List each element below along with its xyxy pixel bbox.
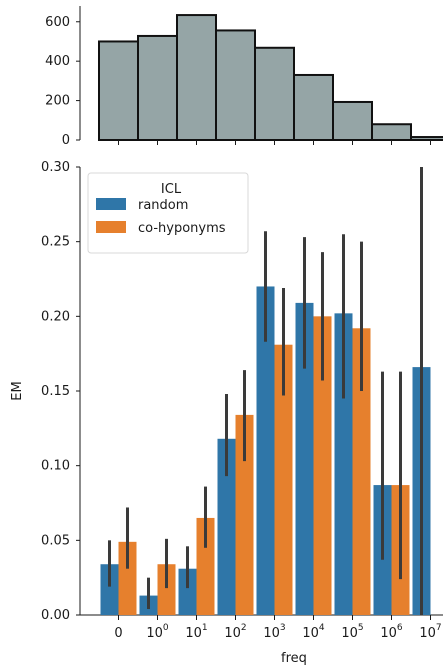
co-hyponyms-bar — [313, 316, 332, 615]
x-axis-label: freq — [281, 651, 307, 666]
random-bar — [100, 564, 119, 615]
histogram-bar — [137, 34, 178, 141]
y-tick-label: 0.00 — [41, 608, 70, 623]
x-tick-label: 100 — [146, 623, 169, 641]
legend-label-random: random — [138, 198, 188, 213]
legend-swatch-random — [96, 198, 126, 210]
random-bar — [256, 286, 275, 615]
x-tick-label: 106 — [380, 623, 403, 641]
y-tick-label: 0.10 — [41, 459, 70, 474]
co-hyponyms-bar — [196, 517, 215, 615]
top-y-tick-label: 400 — [45, 54, 70, 69]
x-tick-label: 104 — [302, 623, 325, 641]
co-hyponyms-bar — [235, 414, 254, 615]
y-tick-label: 0.15 — [41, 384, 70, 399]
x-tick-label: 0 — [114, 626, 122, 641]
co-hyponyms-bar — [118, 541, 137, 615]
y-tick-label: 0.25 — [41, 235, 70, 250]
x-tick-label: 105 — [341, 623, 363, 641]
top-y-tick-label: 200 — [45, 94, 70, 109]
histogram-bar — [410, 136, 443, 141]
y-tick-label: 0.30 — [41, 160, 70, 175]
legend-title: ICL — [161, 182, 182, 197]
top-y-tick-label: 600 — [45, 15, 70, 30]
co-hyponyms-bar — [352, 328, 371, 615]
random-bar — [178, 568, 197, 615]
histogram-bar — [215, 29, 256, 141]
co-hyponyms-bar — [157, 564, 176, 615]
histogram-bar — [371, 123, 412, 141]
histogram-bar — [332, 100, 373, 141]
x-tick-label: 107 — [419, 623, 441, 641]
x-tick-label: 103 — [263, 623, 285, 641]
y-tick-label: 0.05 — [41, 533, 70, 548]
histogram-bar — [293, 73, 334, 141]
top-y-tick-label: 0 — [62, 133, 70, 148]
frequency-histogram: 0 200 400 600 — [45, 6, 443, 148]
histogram-bar — [176, 14, 217, 142]
y-tick-label: 0.20 — [41, 309, 70, 324]
random-bar — [334, 313, 353, 615]
co-hyponyms-bar — [274, 344, 293, 615]
em-bar-chart: 0.00 0.05 0.10 0.15 0.20 0.25 0.30 EM freq 0 100 10… — [10, 160, 443, 666]
y-axis-label: EM — [10, 381, 25, 400]
random-bar — [217, 438, 236, 615]
x-tick-label: 101 — [185, 623, 207, 641]
x-tick-label: 102 — [224, 623, 246, 641]
legend-label-co-hyponyms: co-hyponyms — [138, 221, 226, 236]
histogram-bar — [98, 40, 139, 141]
random-bar — [295, 302, 314, 615]
legend-box — [87, 172, 249, 254]
histogram-bar — [254, 46, 295, 141]
legend-swatch-co-hyponyms — [96, 221, 126, 233]
